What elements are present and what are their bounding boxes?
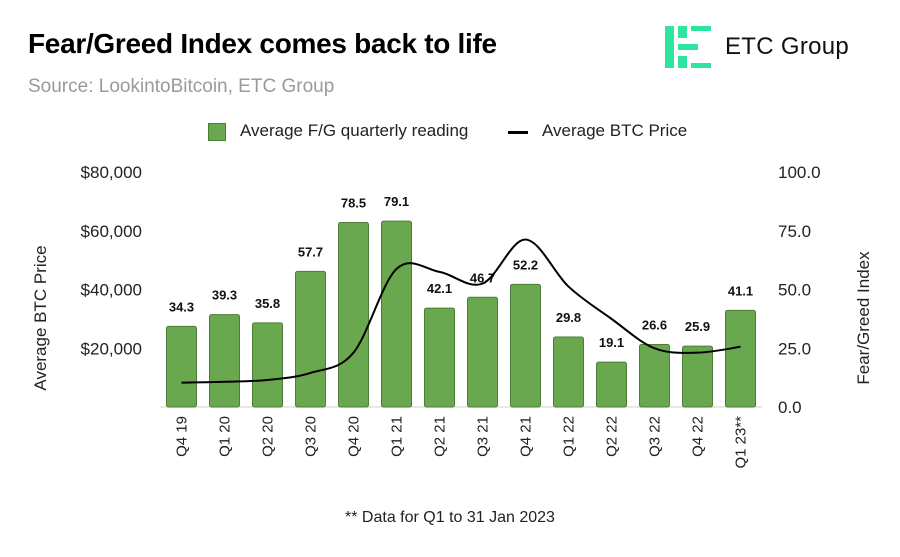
- x-tick-label: Q4 22: [690, 416, 707, 457]
- etc-logo-mark-icon: [665, 26, 711, 68]
- bar-value-label: 19.1: [599, 335, 624, 350]
- right-axis-tick-label: 50.0: [778, 281, 811, 300]
- bar: [381, 220, 412, 408]
- bar-value-label: 79.1: [384, 194, 409, 209]
- bar-value-label: 57.7: [298, 244, 323, 259]
- x-tick-label: Q1 22: [561, 416, 578, 457]
- right-axis-tick-label: 0.0: [778, 398, 802, 417]
- bar-value-label: 39.3: [212, 288, 237, 303]
- bar-value-label: 78.5: [341, 196, 366, 211]
- bar: [510, 283, 541, 408]
- right-axis-tick-label: 75.0: [778, 222, 811, 241]
- chart-title: Fear/Greed Index comes back to life: [28, 28, 497, 59]
- bar-value-label: 34.3: [169, 299, 194, 314]
- bar-value-label: 52.2: [513, 257, 538, 272]
- right-axis-tick-label: 100.0: [778, 163, 821, 182]
- legend-line-swatch: [508, 131, 528, 134]
- x-tick-label: Q3 20: [303, 416, 320, 457]
- bar-value-label: 41.1: [728, 283, 753, 298]
- bar-value-label: 26.6: [642, 317, 667, 332]
- x-tick-label: Q1 20: [217, 416, 234, 457]
- x-tick-label: Q4 21: [518, 416, 535, 457]
- chart-plot: 34.3 39.3 35.8 57.7 78.5 79.1 42.1 46.7 52.2 29.8…: [31, 163, 873, 469]
- logo-text: ETC Group: [725, 33, 850, 60]
- legend-line-label: Average BTC Price: [542, 121, 688, 140]
- x-tick-label: Q3 21: [475, 416, 492, 457]
- chart-source: Source: LookintoBitcoin, ETC Group: [28, 76, 335, 97]
- bar: [209, 314, 240, 408]
- footnote: ** Data for Q1 to 31 Jan 2023: [345, 509, 555, 526]
- left-axis-tick-label: $60,000: [81, 222, 142, 241]
- x-tick-label: Q2 22: [604, 416, 621, 457]
- x-tick-label: Q1 23**: [733, 416, 750, 469]
- bar: [166, 325, 197, 408]
- etc-group-logo: ETC Group: [665, 24, 880, 70]
- x-tick-label: Q2 21: [432, 416, 449, 457]
- x-tick-label: Q2 20: [260, 416, 277, 457]
- bar: [639, 343, 670, 408]
- btc-price-line: [181, 238, 741, 384]
- x-tick-label: Q4 20: [346, 416, 363, 457]
- bar: [682, 345, 713, 408]
- left-axis-tick-label: $80,000: [81, 163, 142, 182]
- bar: [252, 322, 283, 408]
- left-axis-tick-label: $40,000: [81, 281, 142, 300]
- legend-bar-label: Average F/G quarterly reading: [240, 121, 469, 140]
- left-axis-tick-label: $20,000: [81, 339, 142, 358]
- bar: [596, 361, 627, 408]
- bar: [553, 336, 584, 408]
- bar-value-label: 29.8: [556, 310, 581, 325]
- bar-value-label: 25.9: [685, 319, 710, 334]
- bar-value-label: 35.8: [255, 296, 280, 311]
- x-tick-label: Q1 21: [389, 416, 406, 457]
- bar: [467, 296, 498, 408]
- chart-legend: Average F/G quarterly reading Average BT…: [0, 120, 900, 144]
- left-axis-title: Average BTC Price: [31, 245, 50, 390]
- right-axis-tick-label: 25.0: [778, 339, 811, 358]
- x-tick-label: Q4 19: [174, 416, 191, 457]
- bar: [338, 222, 369, 408]
- right-axis-title: Fear/Greed Index: [854, 251, 873, 385]
- bar-value-label: 46.7: [470, 270, 495, 285]
- bar: [725, 309, 756, 408]
- bar: [424, 307, 455, 408]
- bar: [295, 270, 326, 408]
- legend-bar-swatch: [208, 123, 226, 141]
- bar-value-label: 42.1: [427, 281, 452, 296]
- x-tick-label: Q3 22: [647, 416, 664, 457]
